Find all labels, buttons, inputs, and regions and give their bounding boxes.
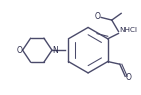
Text: N: N: [52, 46, 58, 55]
Text: O: O: [95, 12, 101, 21]
Text: NHCl: NHCl: [119, 27, 137, 33]
Text: O: O: [126, 73, 131, 82]
Text: O: O: [16, 46, 22, 55]
